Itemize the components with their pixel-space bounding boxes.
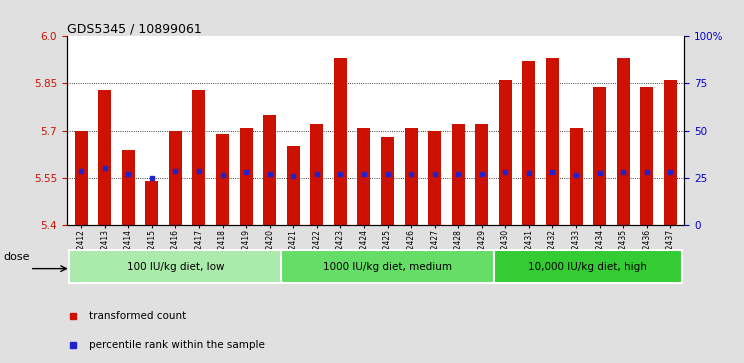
Text: 1000 IU/kg diet, medium: 1000 IU/kg diet, medium: [323, 262, 452, 272]
Bar: [664, 80, 677, 225]
Bar: [617, 58, 629, 225]
Text: transformed count: transformed count: [89, 311, 186, 321]
Text: 10,000 IU/kg diet, high: 10,000 IU/kg diet, high: [528, 262, 647, 272]
Bar: [546, 58, 559, 225]
Bar: [122, 150, 135, 225]
Bar: [475, 125, 488, 225]
Bar: [570, 127, 583, 225]
Bar: [240, 127, 252, 225]
Bar: [216, 134, 229, 225]
Text: 100 IU/kg diet, low: 100 IU/kg diet, low: [126, 262, 224, 272]
Bar: [145, 181, 158, 225]
Bar: [263, 115, 276, 225]
Bar: [286, 146, 300, 225]
Bar: [405, 127, 417, 225]
Bar: [499, 80, 512, 225]
Bar: [357, 127, 371, 225]
Bar: [193, 90, 205, 225]
Bar: [641, 87, 653, 225]
Bar: [593, 87, 606, 225]
Bar: [169, 131, 182, 225]
Text: percentile rank within the sample: percentile rank within the sample: [89, 340, 264, 350]
Text: GDS5345 / 10899061: GDS5345 / 10899061: [67, 22, 202, 35]
Bar: [452, 125, 465, 225]
FancyBboxPatch shape: [493, 250, 682, 283]
Bar: [428, 131, 441, 225]
Bar: [310, 125, 324, 225]
Bar: [334, 58, 347, 225]
Text: dose: dose: [4, 252, 31, 262]
Bar: [381, 137, 394, 225]
FancyBboxPatch shape: [281, 250, 493, 283]
Bar: [98, 90, 111, 225]
Bar: [74, 131, 88, 225]
FancyBboxPatch shape: [69, 250, 281, 283]
Bar: [522, 61, 536, 225]
